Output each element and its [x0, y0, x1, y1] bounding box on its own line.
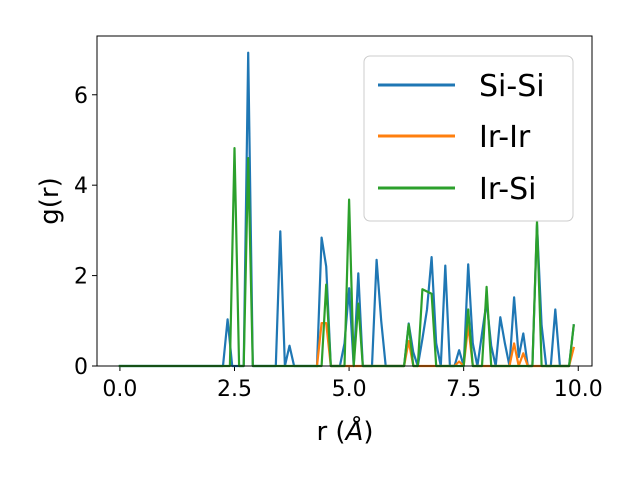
legend-label-ir-si: Ir-Si: [479, 172, 536, 207]
y-tick-label: 4: [74, 174, 88, 199]
x-tick-label: 5.0: [332, 377, 367, 402]
x-axis-label-close: ): [363, 417, 373, 447]
x-axis-label-main: r (: [316, 417, 345, 447]
y-tick-label: 2: [74, 265, 88, 290]
y-tick-label: 0: [74, 355, 88, 380]
x-tick-label: 2.5: [217, 377, 252, 402]
x-tick-label: 0.0: [102, 377, 137, 402]
y-axis-label: g(r): [35, 177, 65, 224]
legend-label-ir-ir: Ir-Ir: [479, 120, 531, 155]
x-axis-label-unit: Å: [344, 415, 364, 447]
legend-label-si-si: Si-Si: [479, 69, 545, 104]
y-tick-label: 6: [74, 84, 88, 109]
x-tick-label: 7.5: [446, 377, 481, 402]
x-axis-label: r (Å): [316, 415, 373, 447]
x-tick-label: 10.0: [554, 377, 603, 402]
legend: Si-Si Ir-Ir Ir-Si: [364, 56, 573, 221]
